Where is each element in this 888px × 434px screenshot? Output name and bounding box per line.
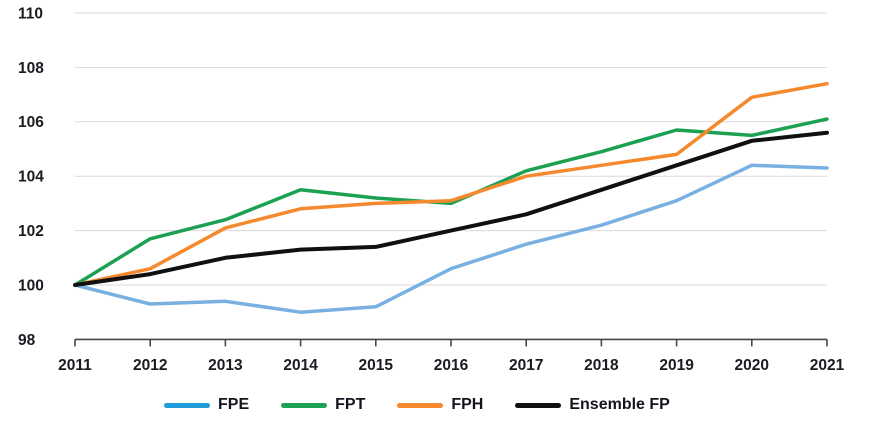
x-axis-label-2015: 2015 (359, 357, 394, 374)
x-axis-ticks (74, 339, 828, 347)
x-axis-label-2017: 2017 (509, 357, 543, 374)
series-line-fph (73, 81, 829, 287)
x-axis-labels: 2011 2012 2013 2014 2015 2016 2017 2018 2019 2020… (58, 357, 844, 374)
series-line-fpt (73, 117, 829, 287)
line-chart: 98 100 102 104 106 108 110 2011 2012 2013 2014 2015… (18, 5, 845, 374)
legend-label-fpt: FPT (335, 396, 366, 413)
legend-swatch-ensemble-fp (515, 402, 562, 408)
legend-swatch-fpt (281, 402, 328, 408)
legend-item-fpt: FPT (281, 396, 365, 414)
legend-item-ensemble-fp: Ensemble FP (515, 396, 670, 414)
legend-swatch-fpe (164, 402, 210, 408)
x-axis-label-2012: 2012 (133, 357, 167, 374)
x-axis-label-2021: 2021 (810, 357, 845, 374)
x-axis-label-2019: 2019 (659, 357, 694, 374)
legend-label-ensemble-fp: Ensemble FP (569, 396, 670, 413)
legend-label-fph: FPH (451, 396, 484, 413)
y-axis-label-108: 108 (18, 60, 44, 77)
gridlines (75, 12, 827, 286)
legend-item-fpe: FPE (164, 396, 249, 414)
legend: FPE FPT FPH Ensemble FP (0, 396, 888, 414)
y-axis-label-100: 100 (18, 277, 44, 294)
x-axis-label-2018: 2018 (584, 357, 619, 374)
y-axis-label-98: 98 (18, 332, 36, 349)
x-axis-label-2020: 2020 (735, 357, 769, 374)
chart-area: 98 100 102 104 106 108 110 2011 2012 2013 2014 2015… (18, 5, 845, 374)
series-line-ensemble-fp (73, 130, 829, 287)
x-axis-label-2016: 2016 (434, 357, 469, 374)
series-line-fpe (73, 163, 829, 314)
y-axis-label-104: 104 (18, 169, 44, 186)
legend-label-fpe: FPE (218, 396, 250, 413)
x-axis-label-2013: 2013 (208, 357, 243, 374)
x-axis-label-2014: 2014 (283, 357, 318, 374)
y-axis-labels: 98 100 102 104 106 108 110 (18, 5, 44, 348)
y-axis-label-110: 110 (18, 5, 43, 22)
legend-item-fph: FPH (397, 396, 483, 414)
legend-swatch-fph (397, 402, 444, 408)
x-axis-label-2011: 2011 (58, 357, 92, 374)
y-axis-label-106: 106 (18, 114, 44, 131)
y-axis-label-102: 102 (18, 223, 44, 240)
